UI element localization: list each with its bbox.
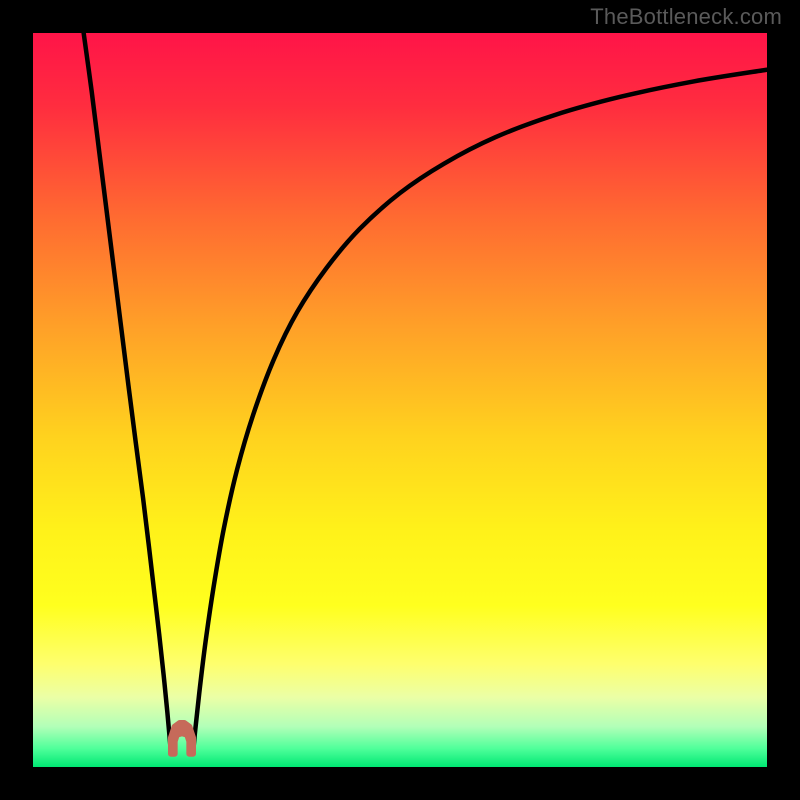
watermark-text: TheBottleneck.com bbox=[590, 4, 782, 30]
chart-gradient-background bbox=[33, 33, 767, 767]
bottleneck-chart bbox=[0, 0, 800, 800]
chart-container: TheBottleneck.com bbox=[0, 0, 800, 800]
